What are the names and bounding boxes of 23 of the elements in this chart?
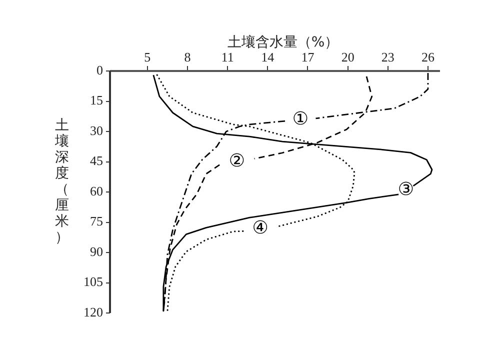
x-tick-label: 20 <box>341 50 354 65</box>
series-label: ④ <box>252 218 268 239</box>
x-tick-label: 17 <box>301 50 315 65</box>
series-label: ① <box>292 108 308 130</box>
series-label: ③ <box>398 178 414 200</box>
chart-title: 土壤含水量（%） <box>227 34 339 51</box>
y-tick-label: 0 <box>96 62 103 78</box>
y-tick-label: 90 <box>90 244 103 259</box>
y-tick-label: 30 <box>90 122 103 138</box>
x-tick-label: 11 <box>221 50 234 65</box>
x-tick-label: 8 <box>184 50 191 65</box>
y-tick-label: 60 <box>90 183 103 198</box>
y-tick-label: 75 <box>90 214 103 229</box>
y-tick-label: 120 <box>84 304 103 320</box>
y-axis-title: 土壤深度（厘米） <box>54 118 69 246</box>
y-tick-label: 45 <box>90 153 103 168</box>
x-tick-label: 26 <box>421 50 435 65</box>
x-tick-label: 23 <box>381 50 394 65</box>
y-tick-label: 105 <box>84 274 103 290</box>
x-tick-label: 5 <box>144 50 151 65</box>
y-tick-label: 15 <box>90 92 103 108</box>
series-label: ② <box>228 150 245 172</box>
x-tick-label: 14 <box>261 50 275 65</box>
